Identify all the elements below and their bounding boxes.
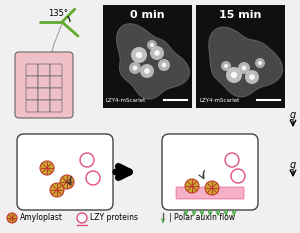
Circle shape: [40, 161, 54, 175]
Circle shape: [225, 153, 239, 167]
FancyBboxPatch shape: [38, 64, 50, 76]
Circle shape: [221, 61, 231, 71]
Circle shape: [86, 171, 100, 185]
FancyBboxPatch shape: [38, 100, 50, 112]
Circle shape: [249, 74, 255, 80]
Circle shape: [224, 64, 228, 68]
FancyBboxPatch shape: [50, 76, 62, 88]
FancyBboxPatch shape: [50, 64, 62, 76]
Circle shape: [255, 58, 265, 68]
Circle shape: [133, 66, 137, 70]
Text: 15 min: 15 min: [219, 10, 262, 20]
Text: g: g: [290, 160, 296, 170]
FancyBboxPatch shape: [17, 134, 113, 210]
Circle shape: [245, 70, 259, 84]
Circle shape: [136, 52, 142, 58]
FancyBboxPatch shape: [50, 100, 62, 112]
FancyBboxPatch shape: [176, 187, 244, 199]
Circle shape: [7, 213, 17, 223]
Circle shape: [231, 72, 237, 78]
Circle shape: [258, 61, 262, 65]
Circle shape: [150, 43, 154, 47]
Circle shape: [60, 175, 74, 189]
Circle shape: [226, 67, 242, 83]
Text: LZY4-mScarlet: LZY4-mScarlet: [199, 98, 239, 103]
FancyBboxPatch shape: [26, 64, 38, 76]
Bar: [103, 5, 192, 108]
Circle shape: [150, 46, 164, 60]
Circle shape: [50, 183, 64, 197]
Polygon shape: [117, 24, 189, 99]
Text: LZY4-mScarlet: LZY4-mScarlet: [106, 98, 146, 103]
Circle shape: [144, 68, 150, 74]
Circle shape: [185, 179, 199, 193]
Bar: [196, 5, 285, 108]
FancyBboxPatch shape: [15, 52, 73, 118]
FancyBboxPatch shape: [26, 76, 38, 88]
Circle shape: [238, 62, 250, 74]
FancyBboxPatch shape: [26, 88, 38, 100]
Circle shape: [154, 50, 160, 56]
Circle shape: [158, 59, 170, 71]
Circle shape: [205, 181, 219, 195]
Circle shape: [242, 66, 246, 70]
Text: 0 min: 0 min: [130, 10, 165, 20]
Text: LZY proteins: LZY proteins: [90, 213, 138, 223]
Polygon shape: [209, 27, 282, 97]
Text: | Polar auxin flow: | Polar auxin flow: [169, 213, 235, 223]
FancyBboxPatch shape: [162, 134, 258, 210]
FancyBboxPatch shape: [50, 88, 62, 100]
Circle shape: [140, 64, 154, 78]
FancyBboxPatch shape: [38, 76, 50, 88]
Text: g: g: [290, 110, 296, 120]
FancyBboxPatch shape: [26, 100, 38, 112]
Circle shape: [129, 62, 141, 74]
Circle shape: [162, 63, 167, 67]
Text: Amyloplast: Amyloplast: [20, 213, 63, 223]
Circle shape: [231, 169, 245, 183]
FancyBboxPatch shape: [38, 88, 50, 100]
Circle shape: [131, 47, 147, 63]
Circle shape: [147, 40, 157, 50]
Circle shape: [77, 213, 87, 223]
Circle shape: [80, 153, 94, 167]
Text: 135°: 135°: [48, 10, 68, 18]
